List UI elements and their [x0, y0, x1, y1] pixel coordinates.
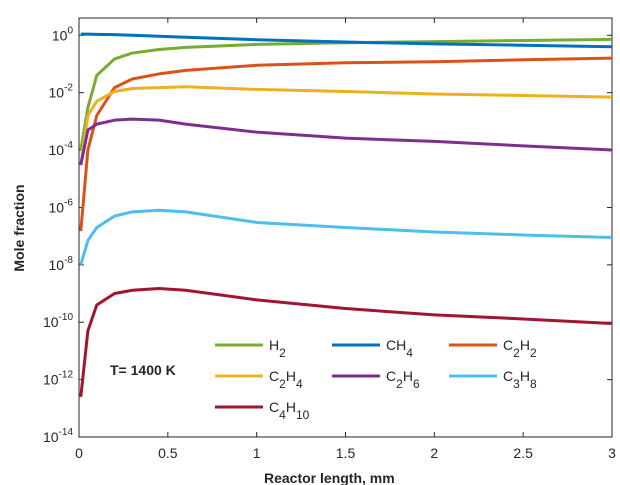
- series-line: [79, 56, 612, 232]
- series-line: [79, 37, 612, 151]
- legend-label: H2: [269, 337, 286, 360]
- y-tick-label: 10-14: [43, 427, 73, 445]
- x-tick-label: 0: [75, 445, 83, 461]
- x-tick-label: 1: [253, 445, 261, 461]
- y-axis-label: Mole fraction: [11, 184, 27, 271]
- legend-label: C2H2: [503, 337, 537, 360]
- x-tick-label: 3: [608, 445, 616, 461]
- y-tick-label: 10-10: [43, 312, 73, 330]
- series-line: [79, 208, 612, 266]
- series-line: [79, 85, 612, 166]
- y-tick-label: 10-12: [43, 370, 73, 388]
- series-line: [79, 286, 612, 398]
- legend-label: CH4: [386, 337, 413, 360]
- x-tick-label: 2.5: [513, 445, 533, 461]
- series-line: [80, 32, 612, 49]
- legend-label: C4H10: [269, 399, 310, 422]
- y-tick-label: 10-8: [49, 255, 74, 273]
- y-tick-label: 10-6: [49, 197, 74, 215]
- x-tick-label: 1.5: [336, 445, 356, 461]
- x-axis-label: Reactor length, mm: [264, 470, 395, 485]
- x-tick-label: 2: [430, 445, 438, 461]
- annotation: T= 1400 K: [110, 362, 176, 378]
- legend-label: C2H6: [386, 368, 420, 391]
- y-tick-label: 10-4: [49, 140, 74, 158]
- y-tick-label: 100: [52, 25, 74, 43]
- legend-label: C3H8: [503, 368, 537, 391]
- legend-label: C2H4: [269, 368, 303, 391]
- x-tick-label: 0.5: [158, 445, 178, 461]
- series-line: [79, 117, 612, 166]
- y-tick-label: 10-2: [49, 83, 74, 101]
